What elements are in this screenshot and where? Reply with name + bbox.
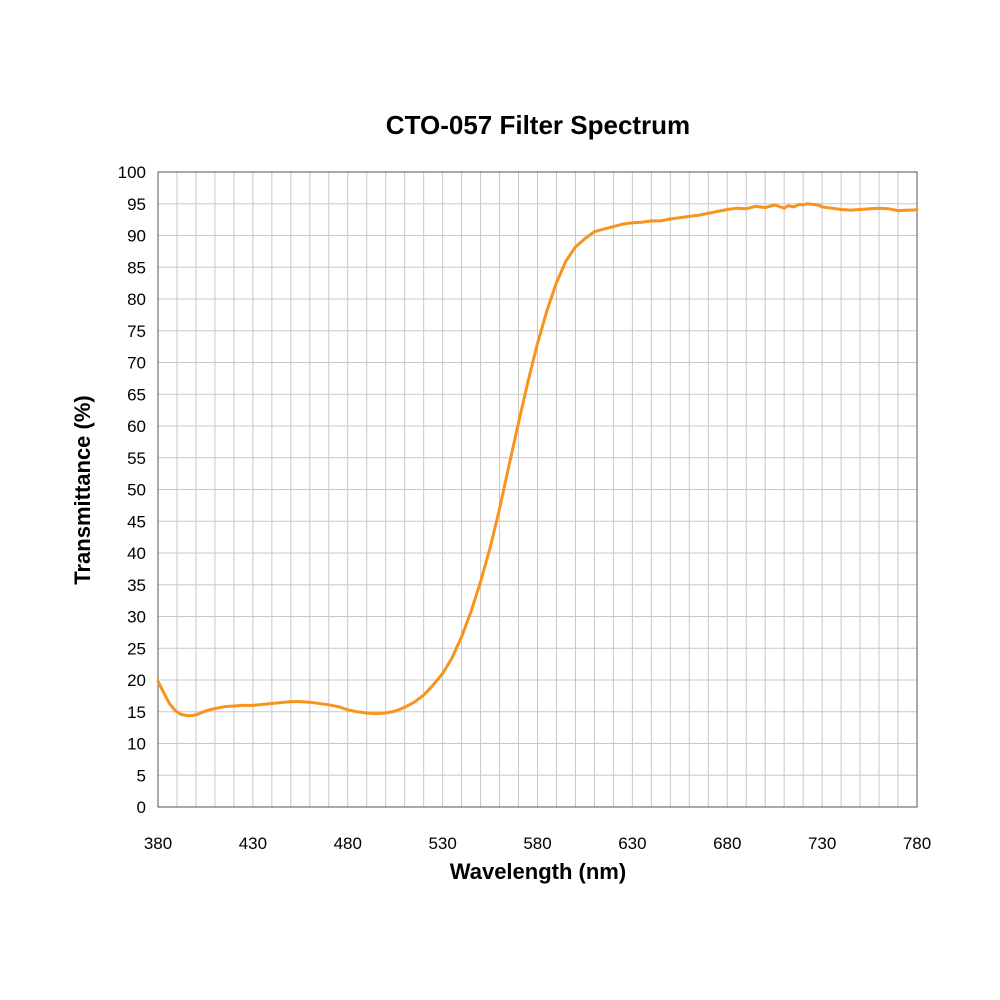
y-tick-label: 65 bbox=[127, 385, 146, 404]
x-tick-label: 630 bbox=[618, 834, 646, 853]
y-tick-label: 70 bbox=[127, 354, 146, 373]
y-tick-label: 35 bbox=[127, 576, 146, 595]
x-tick-label: 380 bbox=[144, 834, 172, 853]
y-tick-label: 50 bbox=[127, 481, 146, 500]
x-tick-label: 480 bbox=[334, 834, 362, 853]
y-axis-label: Transmittance (%) bbox=[70, 395, 95, 585]
y-tick-label: 60 bbox=[127, 417, 146, 436]
x-tick-label: 730 bbox=[808, 834, 836, 853]
y-tick-label: 100 bbox=[118, 163, 146, 182]
x-tick-label: 530 bbox=[428, 834, 456, 853]
x-tick-label: 580 bbox=[523, 834, 551, 853]
x-axis-ticks: 380 430 480 530 580 630 680 730 780 bbox=[144, 834, 931, 853]
y-tick-label: 15 bbox=[127, 703, 146, 722]
y-tick-label: 95 bbox=[127, 195, 146, 214]
chart-title: CTO-057 Filter Spectrum bbox=[386, 110, 690, 140]
x-tick-label: 680 bbox=[713, 834, 741, 853]
y-tick-label: 10 bbox=[127, 735, 146, 754]
y-tick-label: 30 bbox=[127, 608, 146, 627]
y-tick-label: 45 bbox=[127, 512, 146, 531]
y-tick-label: 80 bbox=[127, 290, 146, 309]
y-tick-label: 75 bbox=[127, 322, 146, 341]
y-tick-label: 40 bbox=[127, 544, 146, 563]
grid bbox=[158, 172, 917, 807]
x-tick-label: 780 bbox=[903, 834, 931, 853]
y-tick-label: 90 bbox=[127, 227, 146, 246]
series-line bbox=[156, 202, 919, 718]
y-tick-label: 25 bbox=[127, 639, 146, 658]
y-tick-label: 0 bbox=[137, 798, 146, 817]
x-axis-label: Wavelength (nm) bbox=[450, 859, 626, 884]
y-tick-label: 85 bbox=[127, 258, 146, 277]
y-axis-ticks: 0 5 10 15 20 25 30 35 40 45 50 55 60 65 70 75 80 85 90 95 10… bbox=[118, 163, 146, 817]
y-tick-label: 55 bbox=[127, 449, 146, 468]
y-tick-label: 20 bbox=[127, 671, 146, 690]
y-tick-label: 5 bbox=[137, 766, 146, 785]
x-tick-label: 430 bbox=[239, 834, 267, 853]
plot-area bbox=[157, 171, 918, 808]
